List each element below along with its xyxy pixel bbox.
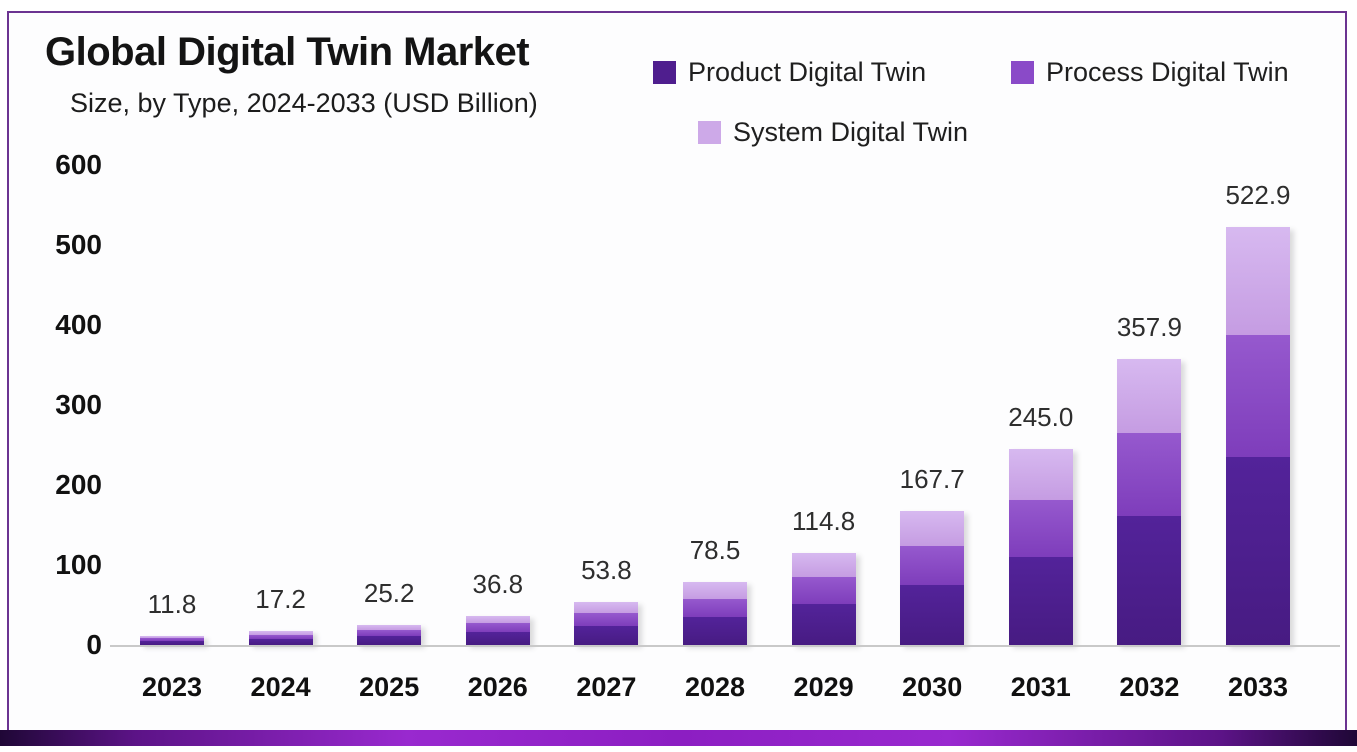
legend-item-system: System Digital Twin [698, 117, 968, 148]
bar-segment-product [140, 640, 204, 645]
bar-total-label: 78.5 [689, 535, 741, 566]
bar-segment-system [248, 631, 313, 635]
bar-2025 [357, 624, 422, 645]
y-axis-tick-label: 0 [86, 629, 102, 660]
bar-total-label: 522.9 [1225, 179, 1291, 210]
bar-segment-system [1117, 358, 1182, 434]
bar-segment-process [900, 545, 965, 585]
page-subtitle: Size, by Type, 2024-2033 (USD Billion) [70, 88, 538, 118]
bar-segment-product [1117, 516, 1182, 645]
bar-2029 [791, 553, 856, 645]
x-axis-label-2023: 2023 [141, 672, 203, 702]
y-axis-tick-label: 300 [55, 389, 102, 420]
bar-total-label: 167.7 [899, 463, 965, 494]
x-axis-label-2030: 2030 [902, 672, 963, 702]
bar-2032 [1117, 358, 1182, 645]
x-axis-label-2032: 2032 [1119, 672, 1180, 702]
bar-segment-product [465, 631, 530, 645]
bar-2030 [900, 510, 965, 645]
bar-2033 [1226, 226, 1290, 645]
legend-label-system: System Digital Twin [733, 117, 969, 147]
x-axis-label-2033: 2033 [1227, 672, 1289, 702]
bar-segment-process [140, 638, 204, 641]
legend-swatch-process [1011, 61, 1034, 84]
bar-segment-process [1226, 335, 1290, 457]
y-axis-tick-label: 200 [55, 469, 102, 500]
bar-total-label: 357.9 [1116, 311, 1182, 342]
bar-segment-system [1226, 226, 1290, 336]
y-axis-tick-label: 500 [55, 229, 102, 260]
bar-segment-process [791, 576, 856, 604]
bar-segment-system [683, 582, 747, 599]
bar-segment-process [1117, 433, 1182, 517]
bar-segment-system [791, 553, 856, 577]
bar-total-label: 36.8 [472, 568, 524, 599]
legend-item-process: Process Digital Twin [1011, 57, 1289, 88]
x-axis-label-2029: 2029 [793, 672, 854, 702]
bar-total-label: 17.2 [255, 584, 306, 615]
bar-total-label: 114.8 [792, 506, 856, 537]
x-axis-baseline [110, 645, 1340, 647]
bar-segment-product [791, 603, 856, 645]
bar-total-label: 11.8 [147, 588, 197, 619]
legend-label-product: Product Digital Twin [688, 57, 927, 87]
legend-label-process: Process Digital Twin [1046, 57, 1289, 87]
bar-segment-system [900, 510, 965, 546]
legend-swatch-product [653, 61, 676, 84]
bar-segment-system [140, 635, 204, 639]
x-axis-label-2031: 2031 [1010, 672, 1071, 702]
bar-segment-process [683, 598, 747, 617]
x-axis-label-2026: 2026 [467, 672, 528, 702]
legend-item-product: Product Digital Twin [653, 57, 926, 88]
x-axis-label-2025: 2025 [359, 672, 420, 702]
bar-segment-system [1008, 449, 1073, 500]
y-axis-tick-label: 100 [55, 549, 102, 580]
bar-2023 [140, 635, 204, 645]
bar-total-label: 245.0 [1008, 402, 1074, 432]
bar-segment-product [574, 625, 639, 645]
bottom-accent-bar [0, 730, 1357, 746]
legend-swatch-system [698, 121, 721, 144]
bar-segment-process [357, 630, 422, 636]
page-title: Global Digital Twin Market [45, 30, 530, 74]
bar-2027 [574, 601, 639, 645]
y-axis-tick-label: 400 [55, 309, 102, 340]
x-axis-label-2028: 2028 [684, 672, 746, 702]
bar-2024 [248, 631, 313, 645]
bar-segment-system [465, 615, 530, 624]
bar-segment-product [1008, 556, 1073, 645]
bar-segment-system [357, 624, 422, 631]
bar-2031 [1008, 449, 1073, 645]
bar-segment-product [248, 638, 313, 645]
x-axis-label-2024: 2024 [250, 672, 311, 702]
bar-2028 [683, 582, 747, 645]
bar-segment-process [465, 623, 530, 632]
bar-segment-product [683, 616, 747, 645]
bar-segment-product [1226, 456, 1290, 645]
bar-segment-product [900, 584, 965, 645]
bar-total-label: 53.8 [581, 554, 632, 585]
bar-segment-system [574, 601, 639, 614]
bar-segment-product [357, 635, 422, 645]
bar-2026 [465, 615, 530, 645]
y-axis-tick-label: 600 [55, 149, 102, 180]
bar-total-label: 25.2 [363, 577, 415, 608]
bar-segment-process [574, 613, 639, 626]
x-axis-label-2027: 2027 [576, 672, 637, 702]
bar-segment-process [1008, 499, 1073, 557]
bar-segment-process [248, 634, 313, 639]
